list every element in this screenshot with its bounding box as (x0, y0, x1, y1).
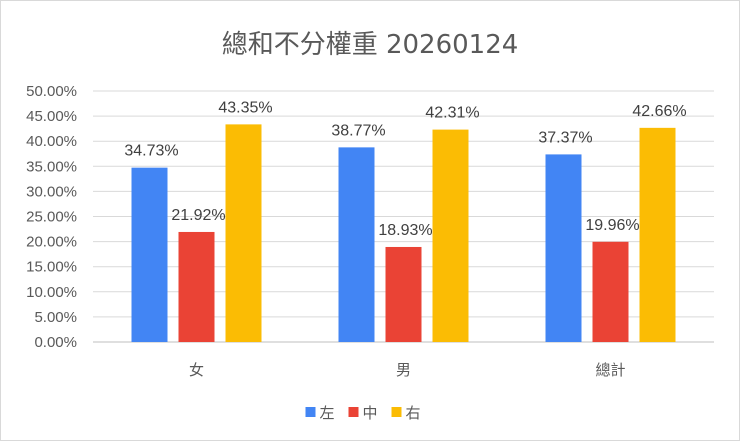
bar-左-男 (338, 147, 375, 342)
legend-label: 左 (320, 404, 335, 422)
y-tick-label: 20.00% (26, 234, 77, 251)
data-label: 18.93% (378, 222, 432, 239)
y-axis-ticks: 0.00% 5.00% 10.00% 15.00% 20.00% 25.00% 30.00%… (26, 83, 77, 351)
x-axis-ticks: 女 男 總計 (189, 361, 626, 379)
bar-中-總計 (592, 241, 629, 342)
y-tick-label: 15.00% (26, 259, 77, 276)
x-tick-label: 女 (189, 361, 204, 379)
y-tick-label: 5.00% (34, 309, 77, 326)
y-tick-label: 35.00% (26, 158, 77, 175)
chart-title: 總和不分權重 20260124 (222, 30, 519, 60)
data-label: 43.35% (218, 99, 272, 116)
legend-label: 右 (406, 404, 421, 422)
legend-label: 中 (363, 404, 378, 422)
bars (131, 124, 676, 343)
bar-右-總計 (639, 127, 676, 342)
legend-swatch (348, 407, 359, 417)
y-tick-label: 45.00% (26, 108, 77, 125)
y-tick-label: 40.00% (26, 133, 77, 150)
bar-左-女 (131, 167, 168, 342)
y-tick-label: 30.00% (26, 183, 77, 200)
y-tick-label: 10.00% (26, 284, 77, 301)
data-label: 42.31% (425, 105, 479, 122)
data-label: 19.96% (585, 217, 639, 234)
data-label: 38.77% (331, 122, 385, 139)
x-tick-label: 總計 (595, 361, 625, 379)
legend-swatch (391, 407, 402, 417)
data-label: 21.92% (171, 207, 225, 224)
bar-右-男 (432, 129, 469, 342)
data-label: 34.73% (124, 143, 178, 160)
y-tick-label: 25.00% (26, 209, 77, 226)
data-labels: 34.73% 21.92% 43.35% 38.77% 18.93% 42.31% 37.3… (124, 99, 686, 239)
y-tick-label: 50.00% (26, 83, 77, 100)
bar-中-女 (178, 231, 215, 342)
bar-中-男 (385, 246, 422, 342)
bar-右-女 (225, 124, 262, 343)
legend: 左中右 (305, 404, 421, 422)
y-tick-label: 0.00% (34, 334, 77, 351)
data-label: 37.37% (538, 129, 592, 146)
data-label: 42.66% (632, 103, 686, 120)
bar-左-總計 (545, 154, 582, 342)
legend-swatch (305, 407, 316, 417)
x-tick-label: 男 (396, 361, 411, 379)
